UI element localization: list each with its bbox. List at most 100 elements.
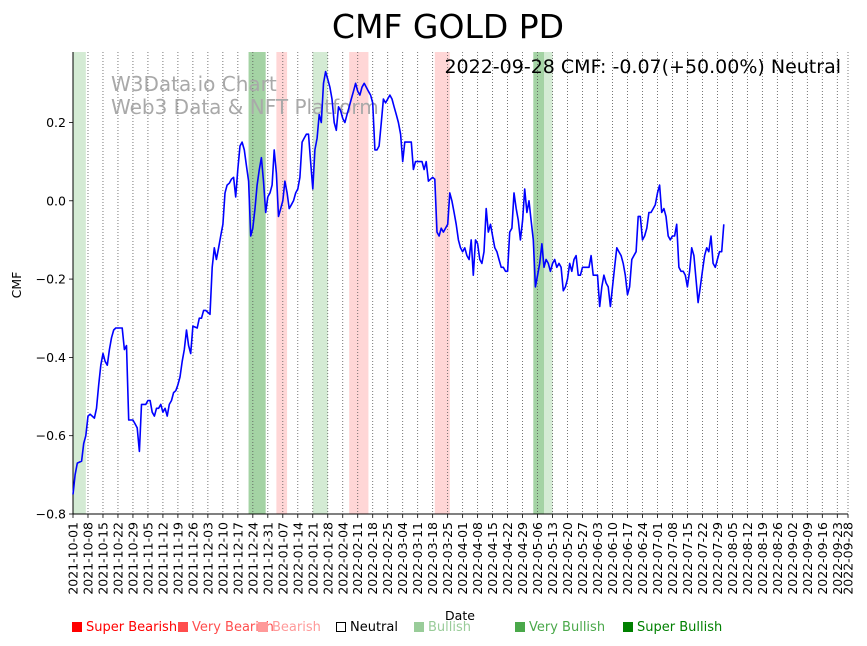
x-tick-label-19: 2022-02-11 <box>350 522 365 595</box>
x-tick-label-31: 2022-05-06 <box>530 522 545 595</box>
x-tick-label-43: 2022-07-29 <box>710 522 725 595</box>
y-tick-label-1: −0.6 <box>36 428 66 443</box>
legend-label: Very Bearish <box>192 620 274 635</box>
x-tick-label-2: 2021-10-15 <box>95 522 110 595</box>
x-tick-label-8: 2021-11-26 <box>185 522 200 595</box>
legend-swatch <box>178 622 188 632</box>
x-tick-label-30: 2022-04-29 <box>515 522 530 595</box>
signal-band-5 <box>434 52 450 514</box>
signal-band-4 <box>349 52 369 514</box>
legend-item-super-bearish: Super Bearish <box>72 620 177 635</box>
x-tick-label-33: 2022-05-20 <box>560 522 575 595</box>
legend-swatch <box>258 622 268 632</box>
x-tick-label-44: 2022-08-05 <box>725 522 740 595</box>
legend-item-bearish: Bearish <box>258 620 321 635</box>
x-tick-label-9: 2021-12-03 <box>200 522 215 595</box>
signal-band-6 <box>533 52 544 514</box>
signal-bands <box>73 52 553 514</box>
x-tick-label-4: 2021-10-29 <box>125 522 140 595</box>
x-tick-label-47: 2022-08-26 <box>770 522 785 595</box>
x-tick-label-0: 2021-10-01 <box>66 522 81 595</box>
legend-label: Super Bullish <box>637 620 723 635</box>
legend-label: Bullish <box>428 620 472 635</box>
x-tick-label-25: 2022-03-25 <box>440 522 455 595</box>
chart-title: CMF GOLD PD <box>332 7 564 46</box>
legend-swatch <box>515 622 525 632</box>
series-layer <box>72 70 725 495</box>
legend-item-neutral: Neutral <box>336 620 398 635</box>
legend-label: Super Bearish <box>86 620 178 635</box>
x-tick-label-29: 2022-04-22 <box>500 522 515 595</box>
x-tick-label-46: 2022-08-19 <box>755 522 770 595</box>
series-line-cmf <box>72 70 725 495</box>
signal-band-7 <box>543 52 553 514</box>
x-tick-label-26: 2022-04-01 <box>455 522 470 595</box>
x-tick-label-20: 2022-02-18 <box>365 522 380 595</box>
x-tick-label-1: 2021-10-08 <box>80 522 95 595</box>
x-tick-label-18: 2022-02-04 <box>335 522 350 595</box>
y-tick-label-4: 0.0 <box>46 193 66 208</box>
x-tick-label-14: 2022-01-07 <box>275 522 290 595</box>
x-tick-label-38: 2022-06-24 <box>635 522 650 595</box>
y-tick-label-2: −0.4 <box>36 350 66 365</box>
x-tick-label-16: 2022-01-21 <box>305 522 320 595</box>
signal-band-0 <box>73 52 86 514</box>
legend-swatch <box>336 622 346 632</box>
x-tick-label-7: 2021-11-19 <box>170 522 185 595</box>
legend-swatch <box>414 622 424 632</box>
axes: 2021-10-01 2021-10-08 2021-10-15 2021-10-22… <box>36 52 856 595</box>
signal-legend: Super Bearish Very Bearish Bearish Neutral B… <box>72 620 862 638</box>
x-tick-label-5: 2021-11-05 <box>140 522 155 595</box>
x-tick-label-52: 2022-09-28 <box>841 522 856 595</box>
latest-value-info: 2022-09-28 CMF: -0.07(+50.00%) Neutral <box>444 56 841 78</box>
x-tick-label-51: 2022-09-23 <box>830 522 845 595</box>
x-tick-label-45: 2022-08-12 <box>740 522 755 595</box>
x-tick-label-35: 2022-06-03 <box>590 522 605 595</box>
x-tick-label-21: 2022-02-25 <box>380 522 395 595</box>
y-tick-label-0: −0.8 <box>36 507 66 522</box>
x-tick-label-28: 2022-04-15 <box>485 522 500 595</box>
x-tick-label-10: 2021-12-10 <box>215 522 230 595</box>
x-tick-label-40: 2022-07-08 <box>665 522 680 595</box>
x-tick-label-13: 2021-12-31 <box>260 522 275 595</box>
x-tick-label-48: 2022-09-02 <box>785 522 800 595</box>
legend-swatch <box>623 622 633 632</box>
legend-item-very-bearish: Very Bearish <box>178 620 274 635</box>
legend-item-super-bullish: Super Bullish <box>623 620 722 635</box>
y-tick-label-5: 0.2 <box>46 115 66 130</box>
x-tick-label-32: 2022-05-13 <box>545 522 560 595</box>
vertical-gridlines <box>72 52 849 514</box>
x-tick-label-34: 2022-05-27 <box>575 522 590 595</box>
x-tick-label-39: 2022-07-01 <box>650 522 665 595</box>
x-tick-label-37: 2022-06-17 <box>620 522 635 595</box>
legend-label: Bearish <box>272 620 321 635</box>
legend-item-very-bullish: Very Bullish <box>515 620 605 635</box>
legend-item-bullish: Bullish <box>414 620 471 635</box>
y-axis-label: CMF <box>9 272 24 299</box>
x-tick-label-22: 2022-03-04 <box>395 522 410 595</box>
x-tick-label-42: 2022-07-22 <box>695 522 710 595</box>
cmf-chart: CMF GOLD PD W3Data.io Chart Web3 Data & … <box>9 7 856 620</box>
watermark-line-1: W3Data.io Chart <box>111 72 277 96</box>
y-tick-label-3: −0.2 <box>36 272 66 287</box>
x-tick-label-11: 2021-12-17 <box>230 522 245 595</box>
x-tick-label-6: 2021-11-12 <box>155 522 170 595</box>
x-tick-label-24: 2022-03-18 <box>425 522 440 595</box>
signal-band-2 <box>276 52 288 514</box>
legend-label: Neutral <box>350 620 398 635</box>
x-tick-label-12: 2021-12-24 <box>245 522 260 595</box>
signal-band-3 <box>312 52 328 514</box>
x-tick-label-27: 2022-04-08 <box>470 522 485 595</box>
x-tick-label-3: 2021-10-22 <box>110 522 125 595</box>
signal-band-1 <box>248 52 266 514</box>
x-tick-label-36: 2022-06-10 <box>605 522 620 595</box>
x-axis-label: Date <box>445 608 475 620</box>
x-tick-label-41: 2022-07-15 <box>680 522 695 595</box>
legend-swatch <box>72 622 82 632</box>
x-tick-label-50: 2022-09-16 <box>815 522 830 595</box>
x-tick-label-23: 2022-03-11 <box>410 522 425 595</box>
legend-label: Very Bullish <box>529 620 606 635</box>
x-tick-label-49: 2022-09-09 <box>800 522 815 595</box>
x-tick-label-17: 2022-01-28 <box>320 522 335 595</box>
x-tick-label-15: 2022-01-14 <box>290 522 305 595</box>
